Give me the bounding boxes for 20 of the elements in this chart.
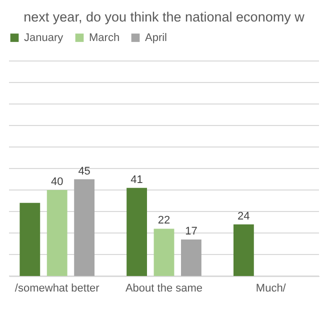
legend-label: March — [89, 32, 120, 44]
x-tick-label: Much/ — [256, 282, 287, 294]
x-tick-label: About the same — [125, 282, 203, 294]
bar — [181, 239, 202, 276]
data-label: 17 — [185, 225, 198, 238]
data-label: 24 — [238, 210, 250, 222]
bar — [233, 224, 254, 276]
x-tick-label: /somewhat better — [14, 282, 100, 294]
data-label: 41 — [130, 174, 143, 186]
chart-title: next year, do you think the national economy w — [24, 10, 305, 24]
bar — [74, 179, 95, 276]
bar — [20, 202, 40, 276]
data-label: 40 — [50, 176, 64, 188]
data-label: 22 — [158, 214, 170, 227]
legend-label: April — [145, 32, 168, 44]
bar — [46, 190, 68, 276]
data-label: 45 — [78, 165, 90, 178]
legend-label: January — [24, 32, 64, 44]
bar — [126, 188, 147, 276]
bar — [154, 228, 174, 276]
